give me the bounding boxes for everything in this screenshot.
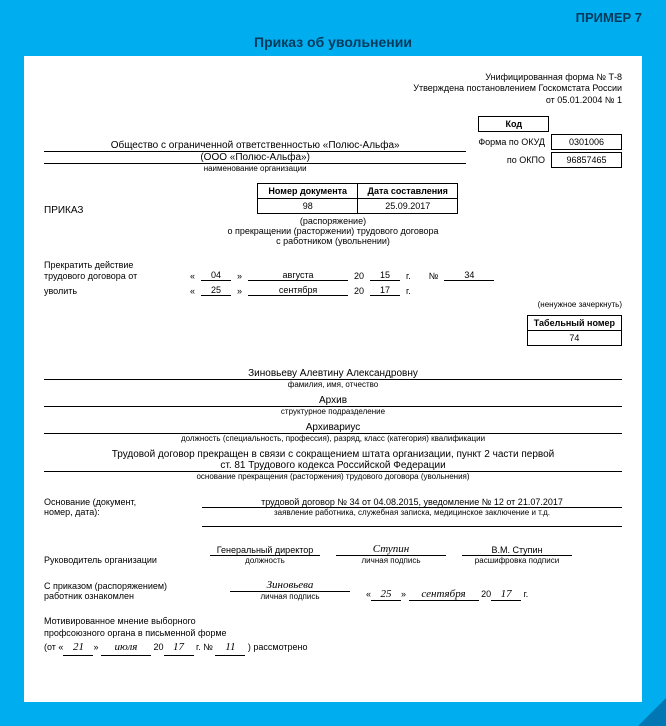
- terminate-label-2: трудового договора от: [44, 271, 184, 281]
- position-caption: должность (специальность, профессия), ра…: [44, 434, 622, 443]
- head-signature: Ступин: [336, 543, 446, 556]
- dismiss-label: уволить: [44, 286, 184, 296]
- prikaz-title: ПРИКАЗ: [44, 205, 83, 216]
- corner-decoration: [638, 698, 666, 726]
- okud-label: Форма по ОКУД: [478, 137, 545, 147]
- okud-value: 0301006: [552, 134, 622, 149]
- date2-month: сентября: [248, 285, 348, 296]
- union-l3b: »: [93, 642, 98, 652]
- ack-label-1: С приказом (распоряжением): [44, 581, 214, 591]
- union-l3a: (от «: [44, 642, 63, 652]
- position-value: Архивариус: [44, 422, 622, 434]
- ack-day: 25: [371, 588, 401, 601]
- ack-g: г.: [524, 589, 529, 599]
- date1-month: августа: [248, 270, 348, 281]
- page-title: Приказ об увольнении: [0, 34, 666, 50]
- form-approval-block: Унифицированная форма № Т-8 Утверждена п…: [44, 72, 622, 106]
- head-name: В.М. Ступин: [462, 545, 572, 556]
- docnum-header-date: Дата составления: [358, 183, 458, 198]
- prikaz-sub3: с работником (увольнении): [44, 236, 622, 246]
- dept-caption: структурное подразделение: [44, 407, 622, 416]
- codes-table: Код: [478, 116, 549, 132]
- union-line-2: профсоюзного органа в письменной форме: [44, 627, 622, 640]
- ack-signature: Зиновьева: [230, 579, 350, 592]
- date2-yc: 20: [354, 286, 364, 296]
- basis-value: трудовой договор № 34 от 04.08.2015, уве…: [202, 497, 622, 508]
- head-signature-caption: личная подпись: [336, 556, 446, 565]
- form-line-3: от 05.01.2004 № 1: [44, 95, 622, 106]
- reason-line2: ст. 81 Трудового кодекса Российской Феде…: [44, 460, 622, 472]
- fio-value: Зиновьеву Алевтину Александровну: [44, 368, 622, 380]
- head-position-caption: должность: [210, 556, 320, 565]
- contract-num: 34: [444, 270, 494, 281]
- contract-num-label: №: [429, 271, 439, 281]
- date2-year: 17: [370, 285, 400, 296]
- org-name-line2: (ООО «Полюс-Альфа»): [44, 152, 466, 164]
- form-line-1: Унифицированная форма № Т-8: [44, 72, 622, 83]
- doc-number-table: Номер документа Дата составления 98 25.0…: [257, 183, 458, 214]
- docnum-value-num: 98: [258, 198, 358, 213]
- date1-year: 15: [370, 270, 400, 281]
- org-name-line1: Общество с ограниченной ответственностью…: [44, 140, 466, 152]
- union-month: июля: [101, 640, 151, 656]
- union-num: 11: [215, 640, 245, 656]
- ack-q2: »: [401, 589, 406, 599]
- union-day: 21: [63, 640, 93, 656]
- fio-caption: фамилия, имя, отчество: [44, 380, 622, 389]
- date1-day: 04: [201, 270, 231, 281]
- date1-yc: 20: [354, 271, 364, 281]
- kod-header: Код: [479, 116, 549, 131]
- prikaz-sub2: о прекращении (расторжении) трудового до…: [44, 226, 622, 236]
- dept-value: Архив: [44, 395, 622, 407]
- date1-g: г.: [406, 271, 411, 281]
- reason-line1: Трудовой договор прекращен в связи с сок…: [44, 449, 622, 460]
- org-caption: наименование организации: [44, 164, 466, 173]
- ack-month: сентября: [409, 588, 479, 601]
- document-body: Унифицированная форма № Т-8 Утверждена п…: [24, 56, 642, 702]
- docnum-value-date: 25.09.2017: [358, 198, 458, 213]
- terminate-label-1: Прекратить действие: [44, 260, 622, 270]
- union-l3d: ) рассмотрено: [248, 642, 308, 652]
- tabnum-value: 74: [527, 330, 621, 345]
- union-l3c: г. №: [196, 642, 213, 652]
- basis-label-1: Основание (документ,: [44, 497, 194, 507]
- date2-day: 25: [201, 285, 231, 296]
- union-yc: 20: [153, 642, 163, 652]
- tabnum-header: Табельный номер: [527, 315, 621, 330]
- ack-label-2: работник ознакомлен: [44, 591, 214, 601]
- union-year: 17: [164, 640, 194, 656]
- head-position: Генеральный директор: [210, 545, 320, 556]
- okpo-value: 96857465: [552, 152, 622, 167]
- tabnum-table: Табельный номер 74: [527, 315, 622, 346]
- head-name-caption: расшифровка подписи: [462, 556, 572, 565]
- example-label: ПРИМЕР 7: [576, 10, 642, 25]
- prikaz-sub1: (распоряжение): [44, 216, 622, 226]
- basis-label-2: номер, дата):: [44, 507, 194, 517]
- ack-year: 17: [491, 588, 521, 601]
- okpo-label: по ОКПО: [507, 155, 545, 165]
- union-line-1: Мотивированное мнение выборного: [44, 615, 622, 628]
- head-label: Руководитель организации: [44, 555, 194, 565]
- form-line-2: Утверждена постановлением Госкомстата Ро…: [44, 83, 622, 94]
- basis-blank-line: [202, 517, 622, 527]
- date2-g: г.: [406, 286, 411, 296]
- reason-caption: основание прекращения (расторжения) труд…: [44, 472, 622, 481]
- ack-yc: 20: [481, 589, 491, 599]
- ack-signature-caption: личная подпись: [230, 592, 350, 601]
- strike-note: (ненужное зачеркнуть): [44, 300, 622, 309]
- docnum-header-num: Номер документа: [258, 183, 358, 198]
- basis-caption: заявление работника, служебная записка, …: [202, 508, 622, 517]
